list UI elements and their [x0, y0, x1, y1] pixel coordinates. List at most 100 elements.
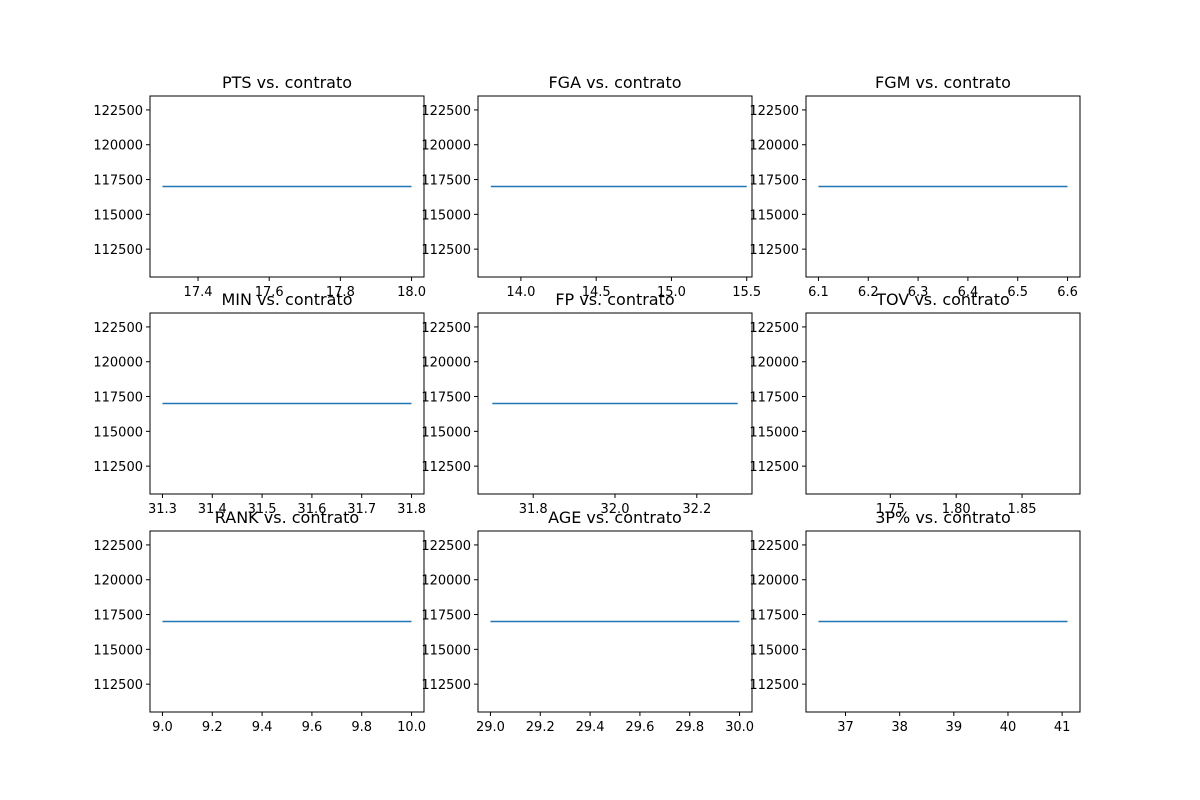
y-tick-label: 112500: [749, 460, 799, 475]
subplot-title: TOV vs. contrato: [875, 290, 1010, 309]
y-tick-label: 115000: [93, 208, 143, 223]
y-tick-label: 120000: [749, 139, 799, 154]
x-tick-label: 38: [891, 720, 908, 735]
x-tick-label: 32.2: [682, 502, 711, 517]
x-tick-label: 41: [1054, 720, 1071, 735]
y-tick-label: 122500: [421, 539, 471, 554]
x-tick-label: 1.85: [1008, 502, 1037, 517]
y-tick-label: 112500: [93, 243, 143, 258]
y-tick-label: 120000: [93, 139, 143, 154]
x-tick-label: 10.0: [397, 720, 426, 735]
subplot-title: AGE vs. contrato: [548, 508, 682, 527]
x-tick-label: 6.4: [958, 285, 979, 300]
y-tick-label: 117500: [749, 391, 799, 406]
x-tick-label: 29.4: [576, 720, 605, 735]
y-tick-label: 122500: [93, 104, 143, 119]
x-tick-label: 14.0: [506, 285, 535, 300]
y-tick-label: 117500: [749, 609, 799, 624]
x-tick-label: 9.6: [302, 720, 323, 735]
y-tick-label: 117500: [93, 391, 143, 406]
y-tick-label: 115000: [749, 208, 799, 223]
x-tick-label: 9.2: [202, 720, 223, 735]
x-tick-label: 31.3: [148, 502, 177, 517]
y-tick-label: 117500: [421, 609, 471, 624]
y-tick-label: 122500: [749, 104, 799, 119]
x-tick-label: 6.6: [1057, 285, 1078, 300]
y-tick-label: 117500: [421, 174, 471, 189]
x-tick-label: 31.4: [198, 502, 227, 517]
y-tick-label: 120000: [421, 574, 471, 589]
subplot-7: 9.0 9.2 9.4 9.6 9.8 10.0 112500 115000 117500 120…: [93, 508, 426, 735]
x-tick-label: 18.0: [397, 285, 426, 300]
y-tick-label: 122500: [749, 321, 799, 336]
x-tick-label: 1.80: [942, 502, 971, 517]
y-tick-label: 120000: [749, 356, 799, 371]
y-tick-label: 112500: [421, 243, 471, 258]
x-tick-label: 14.5: [582, 285, 611, 300]
y-tick-label: 112500: [421, 678, 471, 693]
x-tick-label: 15.5: [732, 285, 761, 300]
x-tick-label: 17.8: [326, 285, 355, 300]
y-tick-label: 120000: [749, 574, 799, 589]
y-tick-label: 112500: [93, 678, 143, 693]
x-tick-label: 6.3: [908, 285, 929, 300]
y-tick-label: 120000: [421, 139, 471, 154]
x-tick-label: 15.0: [657, 285, 686, 300]
subplot-5: 31.8 32.0 32.2 112500 115000 117500 120000 1225…: [421, 290, 753, 517]
y-tick-label: 115000: [93, 643, 143, 658]
y-tick-label: 122500: [93, 321, 143, 336]
subplot-title: RANK vs. contrato: [215, 508, 359, 527]
x-tick-label: 39: [946, 720, 963, 735]
x-tick-label: 40: [1000, 720, 1017, 735]
x-tick-label: 29.0: [476, 720, 505, 735]
x-tick-label: 31.6: [297, 502, 326, 517]
subplot-title: PTS vs. contrato: [222, 73, 352, 92]
y-tick-label: 112500: [749, 243, 799, 258]
x-tick-label: 17.6: [255, 285, 284, 300]
subplot-title: FGM vs. contrato: [875, 73, 1011, 92]
y-tick-label: 120000: [421, 356, 471, 371]
y-tick-label: 115000: [749, 425, 799, 440]
subplot-9: 37 38 39 40 41 112500 115000 117500 120000 122500…: [749, 508, 1081, 735]
x-tick-label: 37: [837, 720, 854, 735]
subplot-1: 17.4 17.6 17.8 18.0 112500 115000 117500 120000…: [93, 73, 426, 300]
y-tick-label: 112500: [421, 460, 471, 475]
x-tick-label: 17.4: [184, 285, 213, 300]
subplot-8: 29.0 29.2 29.4 29.6 29.8 30.0 112500 115000 1175…: [421, 508, 754, 735]
y-tick-label: 122500: [93, 539, 143, 554]
x-tick-label: 31.8: [397, 502, 426, 517]
y-tick-label: 115000: [421, 208, 471, 223]
x-tick-label: 31.5: [248, 502, 277, 517]
x-tick-label: 31.7: [347, 502, 376, 517]
y-tick-label: 115000: [421, 425, 471, 440]
x-tick-label: 9.0: [152, 720, 173, 735]
subplot-3: 6.1 6.2 6.3 6.4 6.5 6.6 112500 115000 117500 1200…: [749, 73, 1081, 300]
subplot-2: 14.0 14.5 15.0 15.5 112500 115000 117500 120000…: [421, 73, 761, 300]
subplot-title: FP vs. contrato: [555, 290, 674, 309]
y-tick-label: 115000: [749, 643, 799, 658]
y-tick-label: 117500: [421, 391, 471, 406]
x-tick-label: 31.8: [519, 502, 548, 517]
y-tick-label: 122500: [421, 321, 471, 336]
x-tick-label: 6.5: [1007, 285, 1028, 300]
plot-frame: [805, 312, 1081, 495]
y-tick-label: 112500: [93, 460, 143, 475]
subplot-title: FGA vs. contrato: [548, 73, 681, 92]
x-tick-label: 6.1: [808, 285, 829, 300]
y-tick-label: 117500: [93, 609, 143, 624]
x-tick-label: 6.2: [858, 285, 879, 300]
y-tick-label: 120000: [93, 574, 143, 589]
subplot-6: 1.75 1.80 1.85 112500 115000 117500 120000 1225…: [749, 290, 1081, 517]
x-tick-label: 32.0: [601, 502, 630, 517]
subplot-title: 3P% vs. contrato: [875, 508, 1011, 527]
x-tick-label: 29.8: [675, 720, 704, 735]
y-tick-label: 120000: [93, 356, 143, 371]
x-tick-label: 30.0: [725, 720, 754, 735]
subplot-4: 31.3 31.4 31.5 31.6 31.7 31.8 112500 115000 1175…: [93, 290, 426, 517]
x-tick-label: 9.8: [351, 720, 372, 735]
y-tick-label: 122500: [749, 539, 799, 554]
x-tick-label: 1.75: [876, 502, 905, 517]
y-tick-label: 122500: [421, 104, 471, 119]
x-tick-label: 29.2: [526, 720, 555, 735]
